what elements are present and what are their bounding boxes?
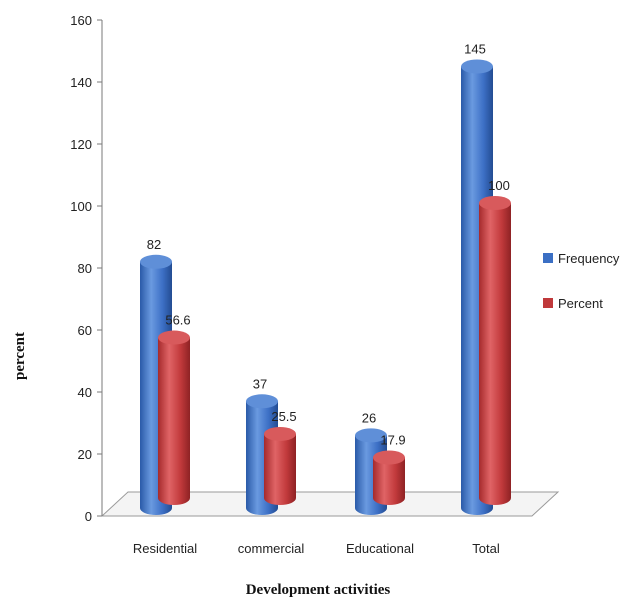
bars [140, 59, 511, 515]
y-tick-label: 100 [70, 199, 92, 214]
y-axis-title: percent [12, 332, 28, 380]
x-category-label: Educational [346, 541, 414, 556]
bar-base [461, 501, 493, 515]
legend-swatch [543, 253, 553, 263]
data-label-frequency: 26 [362, 410, 376, 425]
x-axis-title: Development activities [246, 582, 391, 597]
x-category-label: Total [472, 541, 500, 556]
y-axis: 0 20 40 60 80 100 120 140 160 [70, 13, 103, 524]
bar-base [264, 491, 296, 505]
data-labels: 82 37 26 145 56.6 25.5 17.9 100 [147, 42, 510, 448]
x-category-label: Residential [133, 541, 197, 556]
legend-label: Percent [558, 296, 603, 311]
bar-base [355, 501, 387, 515]
data-label-percent: 56.6 [165, 313, 190, 328]
bar-cap [461, 59, 493, 74]
bar-base [373, 491, 405, 505]
legend-label: Frequency [558, 251, 620, 266]
y-tick-label: 140 [70, 75, 92, 90]
data-label-frequency: 37 [253, 376, 267, 391]
bar-cap [355, 428, 387, 443]
bar-base [479, 491, 511, 505]
y-tick-label: 0 [85, 509, 92, 524]
bar-cap [140, 254, 172, 269]
bar-cap [246, 394, 278, 409]
x-axis: Residential commercial Educational Total [133, 541, 500, 556]
bar-percent-commercial [264, 426, 296, 505]
y-tick-label: 80 [78, 261, 92, 276]
bar-body [158, 337, 190, 498]
legend: Frequency Percent [543, 251, 620, 311]
bar-base [158, 491, 190, 505]
bar-cap [158, 330, 190, 345]
x-category-label: commercial [238, 541, 305, 556]
bar-cap [264, 426, 296, 441]
bar-body [264, 433, 296, 498]
legend-item-percent: Percent [543, 296, 603, 311]
floor-plane [100, 491, 560, 517]
bar-base [246, 501, 278, 515]
y-tick-label: 160 [70, 13, 92, 28]
y-tick-label: 120 [70, 137, 92, 152]
y-tick-label: 60 [78, 323, 92, 338]
y-tick-label: 40 [78, 385, 92, 400]
bar-cap [479, 196, 511, 210]
y-tick-label: 20 [78, 447, 92, 462]
bar-body [479, 203, 511, 498]
bar-percent-educational [373, 450, 405, 505]
bar-percent-total [479, 196, 511, 505]
bar-cap [373, 450, 405, 465]
data-label-percent: 100 [488, 178, 510, 193]
bar-base [140, 501, 172, 515]
legend-item-frequency: Frequency [543, 251, 620, 266]
data-label-frequency: 145 [464, 42, 486, 57]
bar-frequency-educational [355, 428, 387, 515]
data-label-frequency: 82 [147, 237, 161, 252]
chart-floor [100, 491, 560, 517]
bar-percent-residential [158, 330, 190, 505]
data-label-percent: 17.9 [380, 433, 405, 448]
data-label-percent: 25.5 [271, 409, 296, 424]
legend-swatch [543, 298, 553, 308]
